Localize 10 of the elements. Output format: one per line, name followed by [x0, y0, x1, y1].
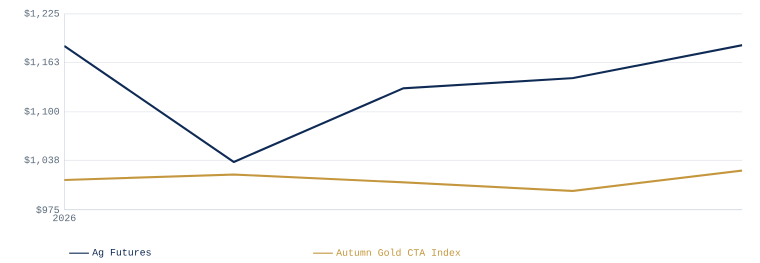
line-series — [64, 170, 742, 192]
y-tick-label: $1,225 — [24, 9, 60, 18]
y-tick-label: $1,163 — [24, 58, 60, 67]
legend-label: Ag Futures — [92, 248, 151, 258]
legend-label: Autumn Gold CTA Index — [336, 248, 460, 256]
y-tick-label: $975 — [36, 206, 60, 214]
y-tick-label: $1,038 — [24, 156, 60, 165]
y-tick-label: $1,100 — [24, 107, 60, 116]
x-tick-label: 2026 — [53, 214, 76, 222]
line-series — [64, 44, 742, 163]
